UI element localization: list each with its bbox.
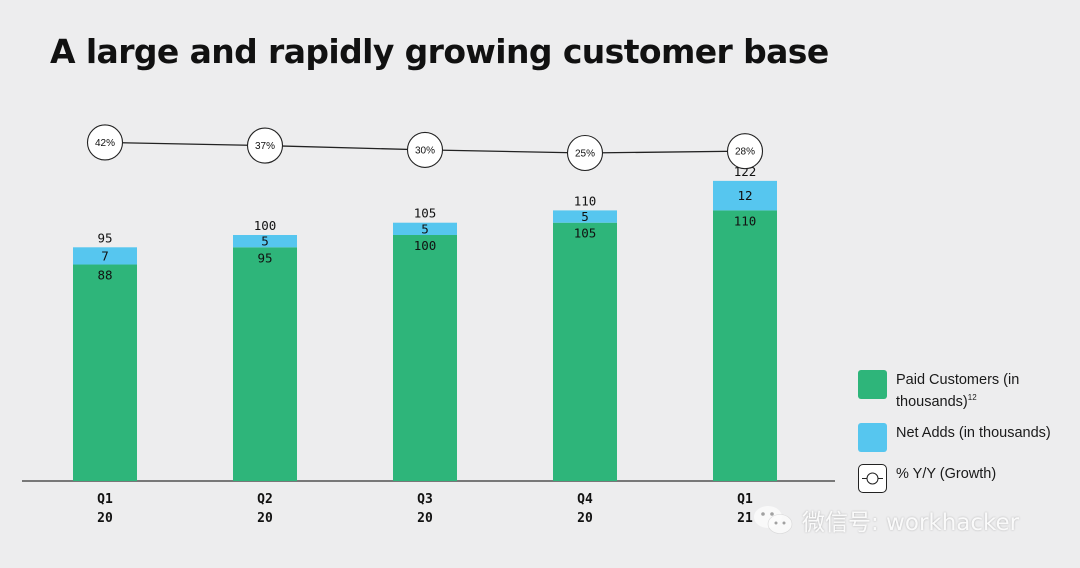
bar-net-adds [233,235,297,248]
x-tick-label-quarter: Q3 [417,492,433,507]
bar-paid-customers [553,222,617,481]
x-tick-label-year: 21 [737,511,753,526]
data-label-net-adds: 12 [737,188,752,203]
growth-marker [566,134,604,172]
data-label-paid: 105 [574,226,597,241]
x-tick-label-year: 20 [257,511,273,526]
x-tick-label-quarter: Q2 [257,492,273,507]
bar-net-adds [713,180,777,211]
bar-paid-customers [713,210,777,481]
growth-label: 28% [735,147,755,158]
bar-paid-customers [233,247,297,481]
x-tick-label-year: 20 [97,511,113,526]
watermark-text: 微信号: workhacker [802,510,1020,536]
growth-marker [86,124,124,161]
data-label-net-adds: 5 [421,221,429,236]
bar-net-adds [553,210,617,223]
legend-superscript: 12 [967,393,977,402]
legend-swatch-net-adds [858,422,887,452]
data-label-net-adds: 5 [581,209,589,224]
bar-net-adds [73,247,137,265]
data-label-paid: 100 [414,238,437,253]
x-tick-label-quarter: Q1 [97,492,113,507]
x-tick-label-quarter: Q1 [737,492,753,507]
growth-label: 37% [255,141,275,152]
legend-label-net-adds: Net Adds (in thousands) [896,424,1051,441]
watermark: 微信号: workhacker [752,503,1019,537]
legend-item-paid: Paid Customers (in thousands)12 [858,370,1073,411]
bar-paid-customers [393,235,457,481]
bar-net-adds [393,222,457,235]
growth-label: 25% [575,149,595,160]
legend: Paid Customers (in thousands)12 Net Adds… [858,370,1073,505]
legend-swatch-paid [858,370,887,399]
data-label-total: 110 [574,193,597,208]
x-tick-label-year: 20 [417,511,433,526]
data-label-total: 105 [414,206,437,221]
x-tick-label-year: 20 [577,511,593,526]
growth-label: 30% [415,145,435,156]
data-label-paid: 95 [257,250,272,265]
legend-swatch-growth [858,463,887,493]
legend-item-growth: % Y/Y (Growth) [858,463,1073,493]
data-label-net-adds: 5 [261,234,269,249]
x-tick-label-quarter: Q4 [577,492,593,507]
growth-marker [406,131,444,168]
legend-label-growth: % Y/Y (Growth) [896,465,997,482]
growth-label: 42% [95,138,115,149]
data-label-total: 100 [254,218,277,233]
data-label-total: 95 [97,230,112,245]
legend-item-net-adds: Net Adds (in thousands) [858,422,1073,452]
chart-title: A large and rapidly growing customer bas… [50,32,829,71]
growth-marker [246,127,284,164]
data-label-paid: 88 [97,268,112,283]
legend-label-paid: Paid Customers (in thousands)12 [896,372,1020,410]
wechat-icon [752,503,794,537]
data-label-paid: 110 [734,213,757,228]
growth-marker [726,133,764,170]
data-label-net-adds: 7 [101,248,109,263]
bar-paid-customers [73,264,137,481]
line-marker-icon [862,472,883,485]
